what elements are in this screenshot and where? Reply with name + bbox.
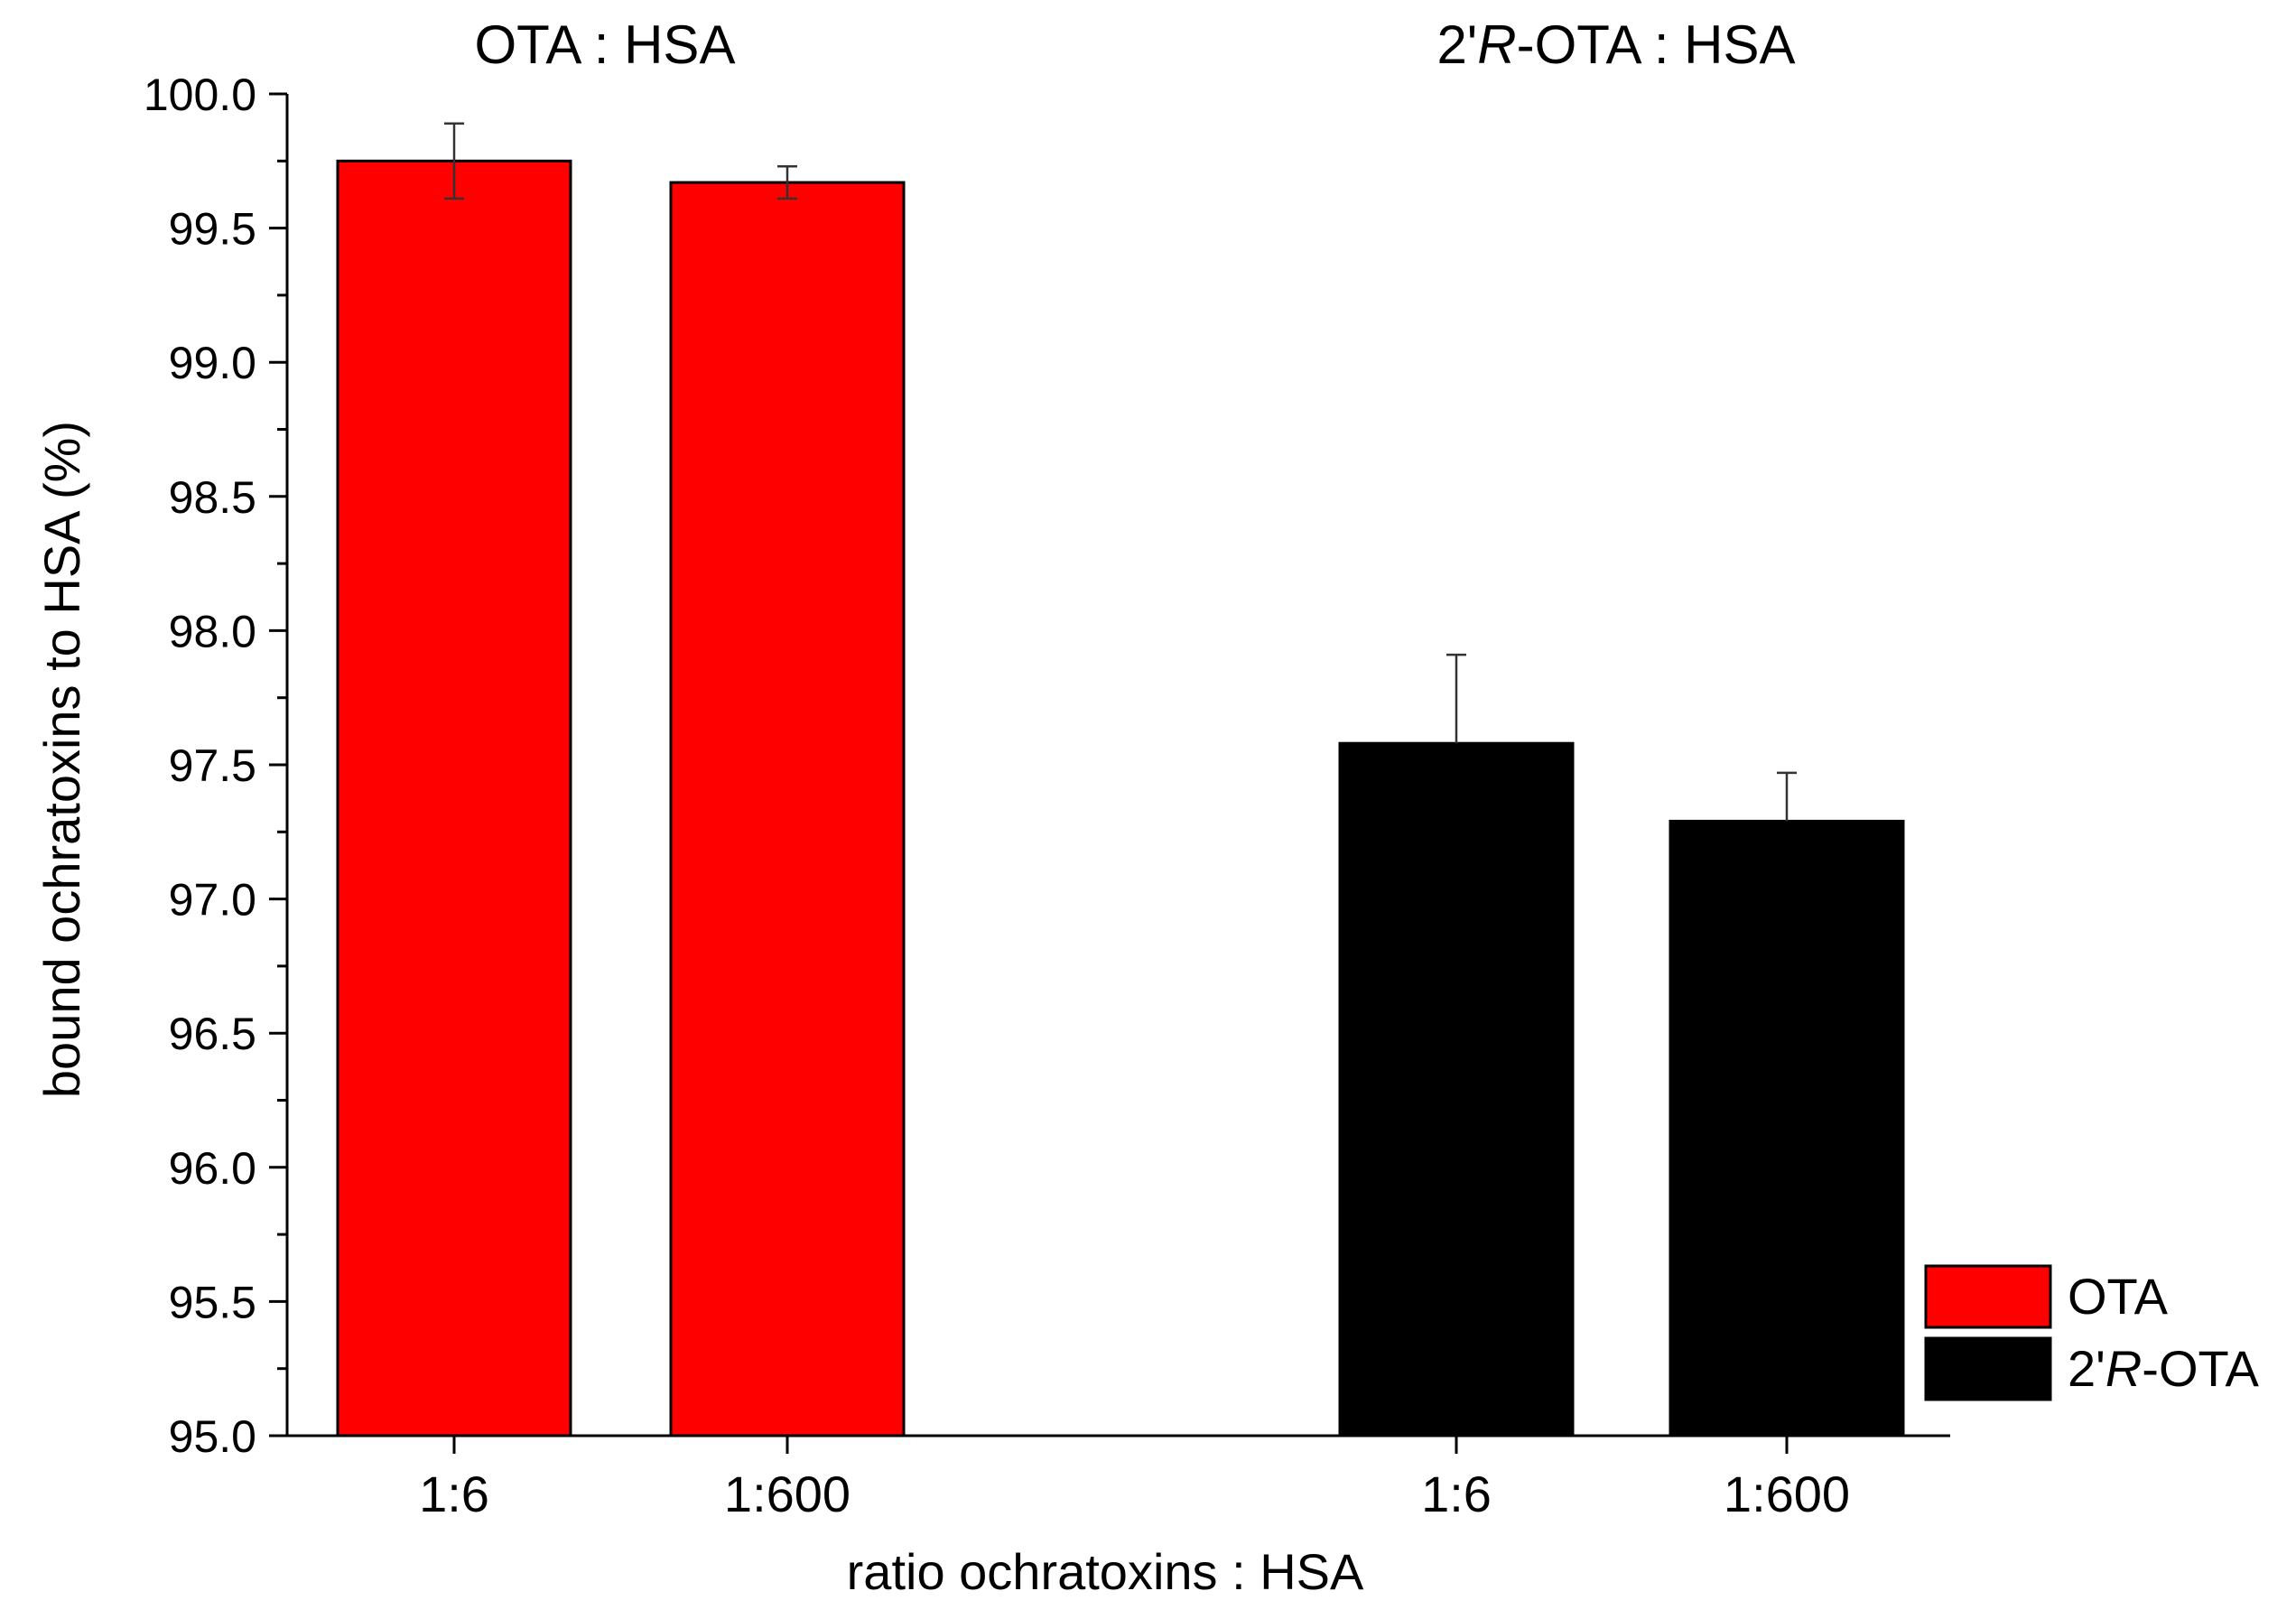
legend-label-1: OTA	[2068, 1268, 2169, 1325]
y-tick-label: 95.5	[169, 1277, 256, 1327]
y-tick-label: 95.0	[169, 1411, 256, 1462]
bar-OTA-1:600	[669, 181, 906, 1438]
y-axis-label: bound ochratoxins to HSA (%)	[33, 421, 90, 1098]
y-tick-label: 100.0	[144, 70, 256, 120]
x-tick-label: 1:6	[1421, 1465, 1492, 1522]
legend-swatch-1	[1924, 1264, 2052, 1329]
bar-2'R-OTA-1:600	[1669, 819, 1905, 1438]
y-tick-label: 97.0	[169, 875, 256, 926]
error-bars	[444, 122, 1797, 822]
group-titles: OTA : HSA 2'R-OTA : HSA	[475, 14, 1796, 75]
legend-swatch-2	[1924, 1336, 2052, 1401]
y-tick-label: 96.0	[169, 1143, 256, 1194]
axes: 95.0 95.5 96.0 96.5 97.0 97.5 98.0 98.5 99.0 99.5…	[33, 70, 1950, 1600]
bar-OTA-1:6	[336, 159, 572, 1438]
y-tick-label: 98.5	[169, 472, 256, 523]
bar-2'R-OTA-1:6	[1338, 741, 1575, 1438]
group-title-1: OTA : HSA	[475, 14, 736, 75]
y-tick-label: 98.0	[169, 606, 256, 656]
x-tick-label: 1:600	[724, 1465, 851, 1522]
x-axis-label: ratio ochratoxins : HSA	[847, 1543, 1364, 1600]
x-tick-label: 1:600	[1724, 1465, 1850, 1522]
y-tick-label: 99.5	[169, 204, 256, 255]
legend: OTA 2'R-OTA	[1924, 1264, 2260, 1401]
legend-label-2: 2'R-OTA	[2068, 1340, 2260, 1397]
x-tick-label: 1:6	[419, 1465, 489, 1522]
bars	[336, 159, 1905, 1438]
y-tick-label: 97.5	[169, 740, 256, 791]
y-tick-label: 96.5	[169, 1009, 256, 1059]
group-title-2: 2'R-OTA : HSA	[1436, 14, 1795, 75]
y-tick-label: 99.0	[169, 338, 256, 388]
